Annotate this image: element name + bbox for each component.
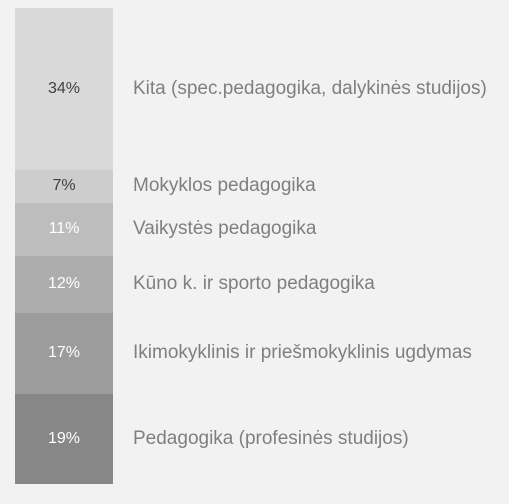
category-label: Vaikystės pedagogika (133, 218, 317, 240)
bar-segment: 7% (15, 169, 113, 204)
category-label: Mokyklos pedagogika (133, 175, 316, 197)
value-label: 7% (52, 177, 76, 195)
category-label: Ikimokyklinis ir priešmokyklinis ugdymas (133, 342, 472, 364)
value-label: 19% (47, 429, 81, 447)
bar-segment: 17% (15, 312, 113, 394)
value-label: 17% (47, 344, 81, 362)
value-label: 11% (48, 220, 80, 238)
category-label: Kita (spec.pedagogika, dalykinės studijo… (133, 77, 487, 99)
bar-segment: 19% (15, 393, 113, 484)
bar-segment: 12% (15, 255, 113, 313)
value-label: 12% (47, 275, 81, 293)
value-label: 34% (47, 79, 81, 97)
category-label: Kūno k. ir sporto pedagogika (133, 273, 375, 295)
category-label: Pedagogika (profesinės studijos) (133, 427, 409, 449)
bar-segment: 11% (15, 203, 113, 256)
bar-segment: 34% (15, 8, 113, 170)
